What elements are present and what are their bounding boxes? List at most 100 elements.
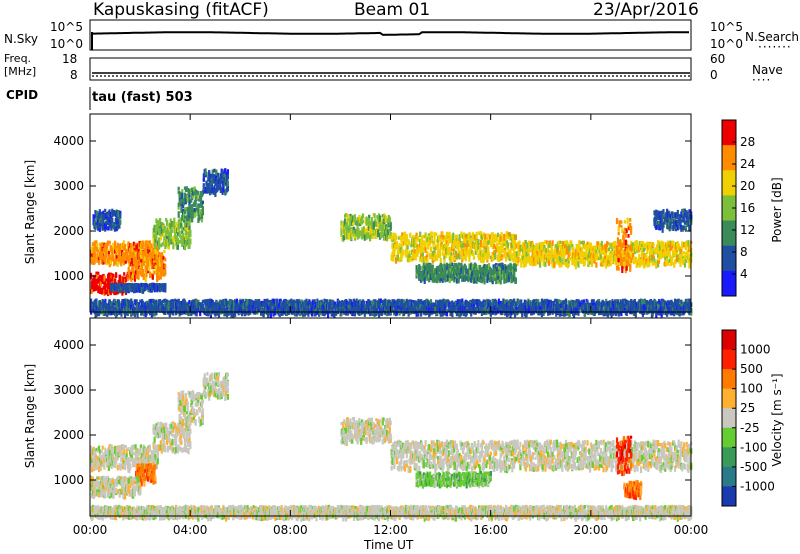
power-cell <box>657 260 660 268</box>
power-cell <box>347 235 350 240</box>
power-cell <box>530 259 533 266</box>
power-cell <box>593 245 596 250</box>
power-cell <box>165 239 168 244</box>
power-cell <box>425 266 428 270</box>
power-cell <box>589 242 593 246</box>
power-cell <box>189 229 192 237</box>
power-cell <box>188 189 191 195</box>
power-cell <box>345 222 348 228</box>
power-cell <box>516 261 519 265</box>
power-cell <box>532 256 535 263</box>
power-cell <box>604 255 607 260</box>
power-cell <box>629 218 632 222</box>
power-cell <box>386 229 390 236</box>
power-cell <box>464 257 467 262</box>
power-cell <box>191 203 194 208</box>
power-cell <box>215 175 218 182</box>
power-cell <box>414 238 417 244</box>
power-cell <box>380 227 383 232</box>
power-cell <box>547 261 551 266</box>
power-cell <box>478 231 481 236</box>
power-cell <box>652 243 655 247</box>
beam-title: Beam 01 <box>354 0 431 20</box>
power-cell <box>156 259 159 266</box>
power-band <box>92 208 122 232</box>
power-cell <box>142 275 145 281</box>
power-cell <box>343 235 346 241</box>
power-cell <box>119 243 122 250</box>
power-cell <box>209 188 212 194</box>
power-cell <box>115 245 118 251</box>
power-cell <box>194 200 197 208</box>
power-cell <box>431 250 434 258</box>
power-cell <box>462 236 466 242</box>
power-cell <box>641 241 644 245</box>
power-cell <box>159 243 162 248</box>
power-cell <box>187 206 190 213</box>
power-cell <box>442 235 445 243</box>
power-cell <box>442 235 445 240</box>
power-cell <box>116 258 119 262</box>
power-cell <box>486 236 489 242</box>
power-cell <box>528 241 531 247</box>
power-cell <box>622 253 626 258</box>
power-cell <box>651 260 654 266</box>
power-cell <box>569 251 572 257</box>
power-cell <box>417 236 420 241</box>
freq-unit-label: [MHz] <box>4 65 37 78</box>
power-cell <box>657 253 660 259</box>
power-cell <box>579 252 582 257</box>
power-cell <box>201 207 204 212</box>
power-cell <box>547 251 551 256</box>
power-cell <box>119 213 122 219</box>
power-cell <box>620 224 623 228</box>
power-cell <box>148 267 151 272</box>
power-cell <box>180 222 183 228</box>
power-cell <box>149 257 153 263</box>
power-cell <box>604 256 607 263</box>
power-cell <box>600 240 603 248</box>
power-cell <box>114 252 118 257</box>
power-cell <box>545 248 548 253</box>
power-cell <box>161 242 164 247</box>
power-cell <box>399 235 402 240</box>
power-cell <box>164 269 167 276</box>
power-cell <box>141 263 144 271</box>
nave-label: Nave <box>752 63 783 77</box>
power-cell <box>620 243 623 251</box>
power-cell <box>454 257 457 261</box>
power-cell <box>176 243 179 250</box>
power-cell <box>119 210 122 216</box>
power-cell <box>421 247 424 252</box>
power-cell <box>577 261 580 268</box>
power-cell <box>630 226 633 232</box>
power-cell <box>412 251 415 259</box>
power-cell <box>412 235 415 242</box>
power-cell <box>488 263 491 270</box>
power-cell <box>638 254 641 260</box>
power-cell <box>452 232 455 237</box>
power-cell <box>152 239 155 244</box>
power-cell <box>395 244 399 250</box>
power-cell <box>199 209 202 215</box>
power-cell <box>477 241 480 246</box>
power-cell <box>188 191 191 198</box>
power-cell <box>503 233 506 241</box>
power-cell <box>461 250 464 258</box>
power-cell <box>104 208 107 213</box>
power-cell <box>130 262 133 267</box>
power-cell <box>421 252 424 257</box>
power-cell <box>406 244 409 250</box>
sky-panel-frame <box>89 19 692 51</box>
power-band <box>653 208 693 233</box>
power-cell <box>472 255 475 260</box>
power-cell <box>114 240 117 248</box>
power-cell <box>201 200 204 205</box>
power-cell <box>632 257 636 261</box>
power-cell <box>651 250 654 255</box>
power-cell <box>216 178 219 186</box>
power-cell <box>657 256 661 262</box>
power-cell <box>524 240 527 244</box>
power-cell <box>480 249 483 254</box>
power-cell <box>90 251 93 258</box>
